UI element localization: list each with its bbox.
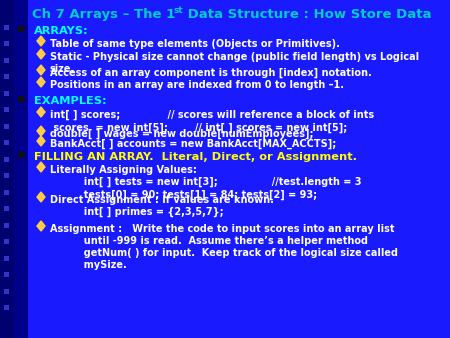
- Bar: [4, 206, 9, 211]
- Text: Literally Assigning Values:
          int[ ] tests = new int[3];                : Literally Assigning Values: int[ ] tests…: [50, 165, 361, 199]
- Polygon shape: [37, 36, 45, 46]
- Text: Positions in an array are indexed from 0 to length –1.: Positions in an array are indexed from 0…: [50, 80, 344, 90]
- Bar: [4, 124, 9, 129]
- Bar: [18, 25, 22, 30]
- Polygon shape: [37, 192, 45, 202]
- Polygon shape: [37, 221, 45, 231]
- Text: FILLING AN ARRAY.  Literal, Direct, or Assignment.: FILLING AN ARRAY. Literal, Direct, or As…: [34, 152, 357, 162]
- Text: Ch 7 Arrays – The 1: Ch 7 Arrays – The 1: [32, 8, 175, 21]
- Bar: [4, 223, 9, 228]
- Bar: [4, 305, 9, 310]
- Bar: [4, 42, 9, 46]
- Bar: [4, 289, 9, 293]
- Bar: [4, 58, 9, 63]
- Bar: [4, 157, 9, 162]
- Text: BankAcct[ ] accounts = new BankAcct[MAX_ACCTS];: BankAcct[ ] accounts = new BankAcct[MAX_…: [50, 139, 336, 149]
- Polygon shape: [37, 77, 45, 87]
- Text: Access of an array component is through [index] notation.: Access of an array component is through …: [50, 68, 372, 78]
- Bar: [0, 0, 28, 338]
- Text: int[ ] scores;              // scores will reference a block of ints
 scores  = : int[ ] scores; // scores will reference …: [50, 110, 374, 132]
- Bar: [4, 239, 9, 244]
- Text: Data Structure : How Store Data: Data Structure : How Store Data: [183, 8, 432, 21]
- Text: st: st: [173, 6, 183, 15]
- Polygon shape: [37, 136, 45, 146]
- Text: Table of same type elements (Objects or Primitives).: Table of same type elements (Objects or …: [50, 39, 340, 49]
- Text: EXAMPLES:: EXAMPLES:: [34, 96, 107, 106]
- Text: Assignment :   Write the code to input scores into an array list
          until: Assignment : Write the code to input sco…: [50, 224, 398, 270]
- Polygon shape: [37, 107, 45, 117]
- Text: ARRAYS:: ARRAYS:: [34, 26, 89, 36]
- Bar: [18, 151, 22, 156]
- Bar: [4, 140, 9, 145]
- Text: double[ ] wages = new double[numEmployees];: double[ ] wages = new double[numEmployee…: [50, 129, 314, 139]
- Polygon shape: [37, 162, 45, 172]
- Text: Static - Physical size cannot change (public field length) vs Logical
size.: Static - Physical size cannot change (pu…: [50, 52, 419, 74]
- Bar: [4, 173, 9, 178]
- Bar: [0, 0, 14, 338]
- Bar: [4, 74, 9, 79]
- Bar: [4, 272, 9, 277]
- Polygon shape: [37, 126, 45, 136]
- Bar: [18, 96, 22, 100]
- Text: Direct Assignment : If values are known.
          int[ ] primes = {2,3,5,7};: Direct Assignment : If values are known.…: [50, 195, 274, 217]
- Bar: [4, 190, 9, 195]
- Bar: [4, 107, 9, 112]
- Polygon shape: [37, 49, 45, 59]
- Bar: [4, 25, 9, 30]
- Bar: [4, 256, 9, 261]
- Bar: [4, 91, 9, 96]
- Polygon shape: [37, 65, 45, 75]
